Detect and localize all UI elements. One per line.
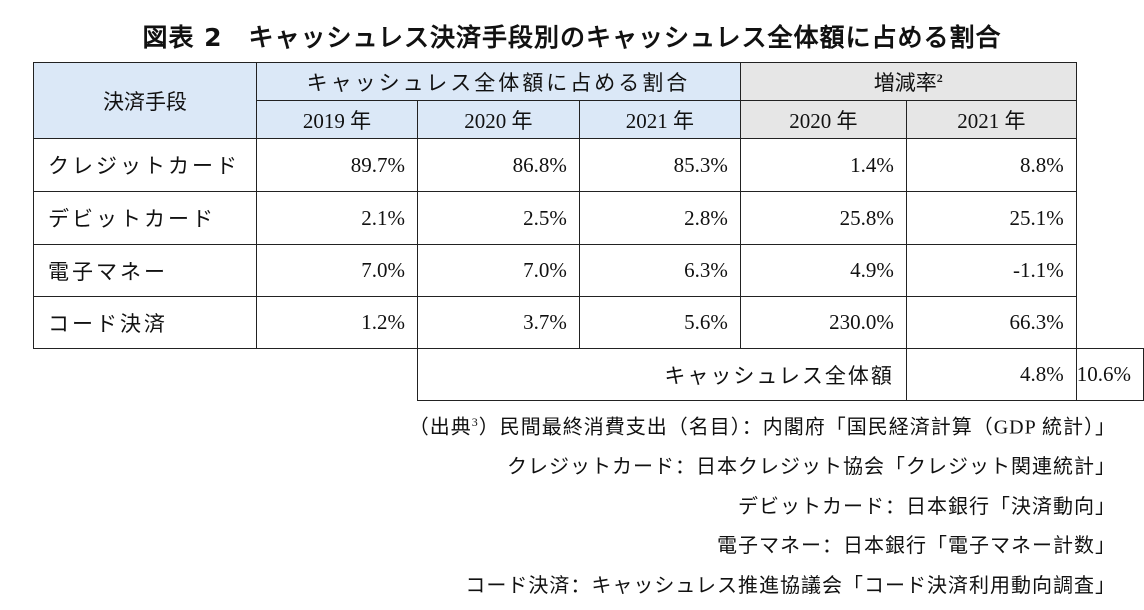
table-row: コード決済 1.2% 3.7% 5.6% 230.0% 66.3%: [33, 296, 1144, 349]
header-year: 2019 年: [256, 100, 418, 139]
cell-value: 25.1%: [905, 191, 1077, 245]
header-growth-text: 増減率: [873, 70, 937, 95]
sources: （出典3）民間最終消費支出（名目）：内閣府「国民経済計算（GDP 統計）」 クレ…: [409, 403, 1116, 606]
blank: [34, 349, 418, 401]
header-method: 決済手段: [33, 62, 257, 139]
source-text: ）民間最終消費支出（名目）：内閣府「国民経済計算（GDP 統計）」: [478, 416, 1116, 439]
cell-value: 4.9%: [739, 244, 907, 297]
cell-value: 25.8%: [739, 191, 907, 245]
cell-value: 3.7%: [416, 296, 580, 349]
cell-value: 85.3%: [578, 138, 741, 192]
cell-value: 1.2%: [256, 296, 418, 349]
cell-value: 2.1%: [256, 191, 418, 245]
source-line: クレジットカード：日本クレジット協会「クレジット関連統計」: [507, 456, 1116, 479]
cell-value: 8.8%: [905, 138, 1077, 192]
source-prefix: （出典: [408, 416, 472, 439]
cell-value: 66.3%: [905, 296, 1077, 349]
cell-value: 230.0%: [739, 296, 907, 349]
table-row: 電子マネー 7.0% 7.0% 6.3% 4.9% -1.1%: [33, 244, 1144, 297]
footnote-mark: 2: [936, 70, 943, 85]
row-label: デビットカード: [33, 191, 257, 245]
cell-value: 7.0%: [416, 244, 580, 297]
total-row: キャッシュレス全体額 4.8% 10.6%: [34, 348, 1144, 401]
cell-value: 2.5%: [416, 191, 580, 245]
cell-value: 5.6%: [578, 296, 741, 349]
table-row: クレジットカード 89.7% 86.8% 85.3% 1.4% 8.8%: [33, 138, 1144, 192]
cell-value: 4.8%: [905, 348, 1077, 401]
header-year: 2020 年: [416, 100, 580, 139]
header-year: 2021 年: [578, 100, 741, 139]
cell-value: 7.0%: [256, 244, 418, 297]
cell-value: 1.4%: [739, 138, 907, 192]
row-label: クレジットカード: [33, 138, 257, 192]
header-year: 2021 年: [905, 100, 1077, 139]
source-line: 電子マネー：日本銀行「電子マネー計数」: [717, 535, 1116, 558]
header-share: キャッシュレス全体額に占める割合: [256, 62, 741, 101]
cell-value: 86.8%: [416, 138, 580, 192]
cell-value: 2.8%: [578, 191, 741, 245]
source-line: （出典3）民間最終消費支出（名目）：内閣府「国民経済計算（GDP 統計）」: [409, 403, 1116, 448]
row-label: コード決済: [33, 296, 257, 349]
cell-value: 6.3%: [578, 244, 741, 297]
row-label: 電子マネー: [33, 244, 257, 297]
table-row: デビットカード 2.1% 2.5% 2.8% 25.8% 25.1%: [33, 191, 1144, 245]
header-year: 2020 年: [739, 100, 907, 139]
cell-value: 10.6%: [1075, 348, 1144, 401]
footnote-mark: 3: [471, 415, 479, 429]
cell-value: -1.1%: [905, 244, 1077, 297]
source-line: コード決済：キャッシュレス推進協議会「コード決済利用動向調査」: [465, 574, 1116, 597]
header-growth: 増減率2: [739, 62, 1077, 101]
total-label: キャッシュレス全体額: [416, 348, 907, 401]
source-line: デビットカード：日本銀行「決済動向」: [738, 495, 1116, 518]
cell-value: 89.7%: [256, 138, 418, 192]
title: 図表 2 キャッシュレス決済手段別のキャッシュレス全体額に占める割合: [142, 23, 1002, 52]
